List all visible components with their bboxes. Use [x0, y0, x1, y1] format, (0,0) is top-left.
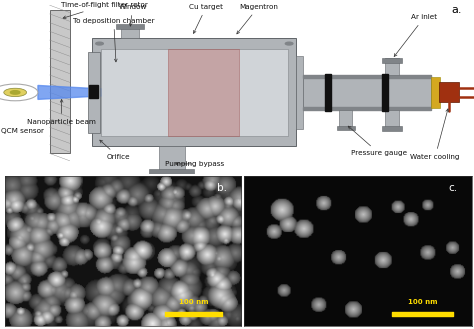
Bar — [88, 52, 100, 133]
Text: Ar inlet: Ar inlet — [394, 14, 438, 57]
Text: 100 nm: 100 nm — [408, 299, 438, 305]
Text: Nanoparticle beam: Nanoparticle beam — [27, 99, 96, 125]
Text: QCM sensor: QCM sensor — [1, 128, 44, 134]
Circle shape — [0, 84, 38, 101]
Bar — [382, 126, 402, 131]
Bar — [296, 56, 303, 129]
Bar — [92, 38, 296, 146]
Bar — [149, 169, 194, 174]
Text: c.: c. — [449, 184, 458, 193]
Text: To deposition chamber: To deposition chamber — [73, 18, 155, 62]
Text: a.: a. — [452, 5, 462, 15]
Text: b.: b. — [217, 184, 227, 193]
Bar — [382, 74, 388, 111]
Circle shape — [4, 88, 27, 97]
Bar — [168, 49, 239, 136]
Bar — [325, 74, 331, 111]
Bar — [121, 27, 139, 38]
Bar — [385, 58, 399, 75]
Text: Time-of-flight filter rotor: Time-of-flight filter rotor — [61, 2, 148, 19]
Bar — [50, 11, 70, 153]
Bar — [159, 146, 185, 171]
Bar — [337, 126, 355, 130]
Bar — [339, 110, 352, 127]
Bar — [303, 75, 431, 110]
Text: Orifice: Orifice — [100, 140, 130, 160]
Bar — [303, 107, 431, 110]
Bar — [101, 49, 288, 136]
Circle shape — [96, 42, 103, 45]
Bar — [89, 86, 98, 98]
Circle shape — [10, 91, 20, 94]
Text: 100 nm: 100 nm — [179, 299, 209, 305]
Bar — [303, 75, 431, 78]
Text: Window: Window — [118, 4, 147, 26]
FancyBboxPatch shape — [439, 83, 459, 102]
Bar — [116, 24, 144, 29]
Circle shape — [285, 42, 293, 45]
Bar — [385, 110, 399, 127]
Text: Magentron: Magentron — [237, 4, 278, 34]
Text: Pumping bypass: Pumping bypass — [165, 161, 224, 167]
Polygon shape — [38, 86, 109, 99]
Bar — [382, 58, 402, 63]
Text: Cu target: Cu target — [189, 4, 223, 34]
Text: Pressure gauge: Pressure gauge — [348, 126, 407, 157]
Bar — [431, 77, 440, 108]
Text: Water cooling: Water cooling — [410, 109, 460, 160]
